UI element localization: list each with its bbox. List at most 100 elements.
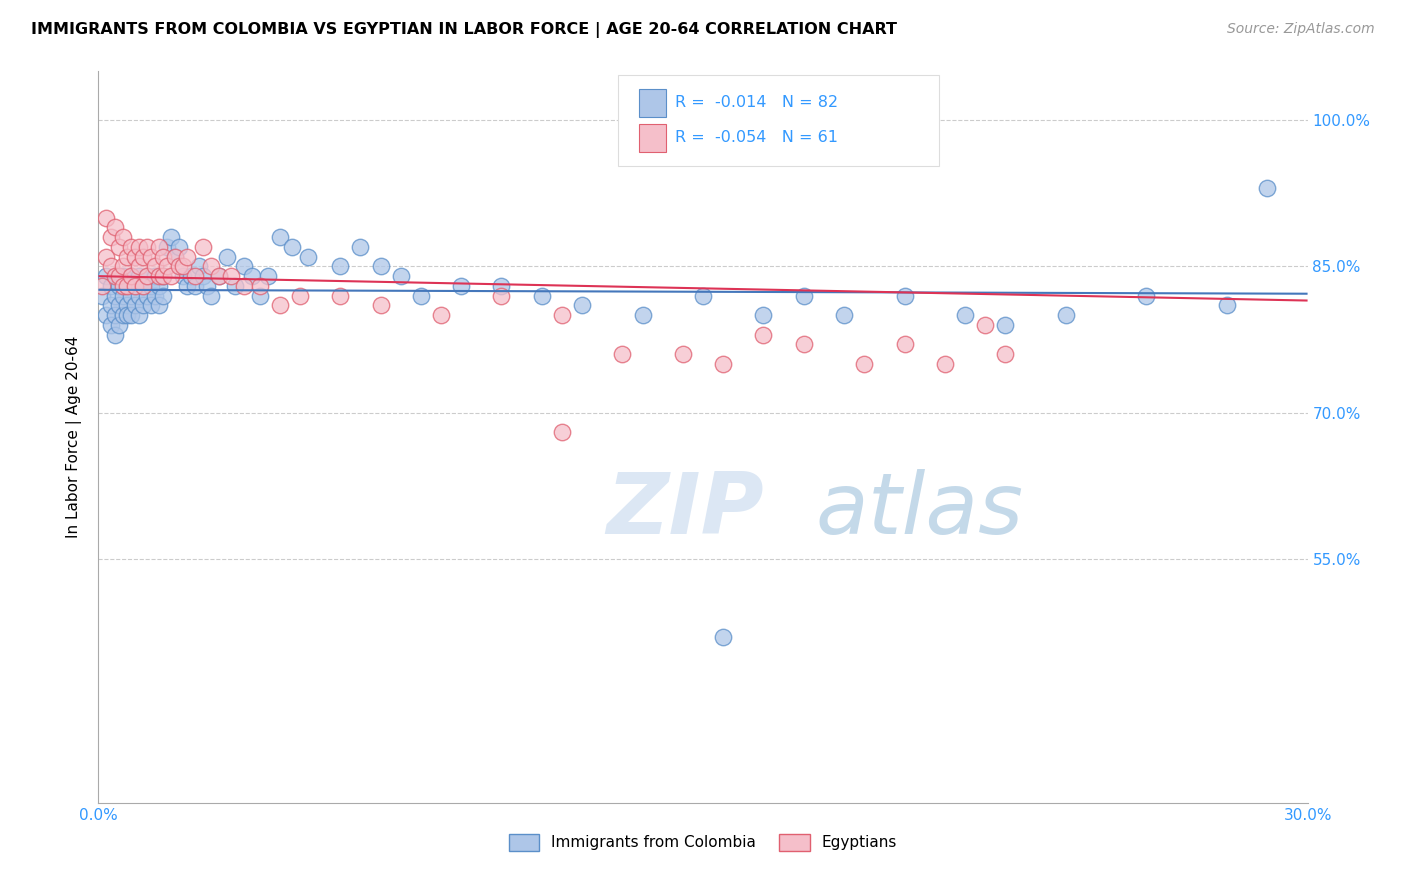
Point [143, 269, 166, 284]
Point [551, 425, 574, 440]
Point [288, 288, 311, 302]
Y-axis label: In Labor Force | Age 20-64: In Labor Force | Age 20-64 [66, 336, 83, 538]
Point [103, 308, 125, 322]
Point [430, 308, 453, 322]
Point [111, 279, 134, 293]
Point [163, 250, 186, 264]
Point [195, 279, 218, 293]
Point [103, 220, 125, 235]
Point [793, 288, 815, 302]
Point [124, 250, 146, 264]
Point [180, 269, 202, 284]
Point [184, 279, 207, 293]
Point [139, 298, 162, 312]
Point [96, 269, 118, 284]
Point [172, 269, 194, 284]
Text: Source: ZipAtlas.com: Source: ZipAtlas.com [1227, 22, 1375, 37]
Point [269, 230, 291, 244]
Point [934, 357, 956, 371]
Point [160, 230, 183, 244]
Point [193, 269, 215, 284]
Point [128, 288, 150, 302]
Point [152, 250, 174, 264]
Point [551, 308, 574, 322]
Point [240, 269, 263, 284]
Point [752, 308, 775, 322]
Point [176, 250, 198, 264]
Point [115, 308, 138, 322]
Point [124, 279, 146, 293]
Point [409, 288, 432, 302]
Point [200, 288, 222, 302]
Point [91, 288, 114, 302]
Point [107, 269, 129, 284]
Point [135, 240, 157, 254]
Point [128, 240, 150, 254]
Point [148, 240, 170, 254]
Point [91, 279, 114, 293]
Point [953, 308, 976, 322]
Point [120, 240, 142, 254]
Point [1216, 298, 1239, 312]
Point [152, 269, 174, 284]
Point [249, 288, 271, 302]
Point [152, 288, 174, 302]
Point [111, 230, 134, 244]
Point [128, 308, 150, 322]
Point [167, 240, 190, 254]
Point [176, 279, 198, 293]
Point [115, 298, 138, 312]
Point [111, 269, 134, 284]
Point [1054, 308, 1077, 322]
Point [115, 279, 138, 293]
Point [96, 250, 118, 264]
Text: atlas: atlas [815, 468, 1024, 552]
Point [132, 279, 155, 293]
Text: R =  -0.054   N = 61: R = -0.054 N = 61 [675, 130, 838, 145]
Point [103, 288, 125, 302]
Point [249, 279, 271, 293]
Point [994, 347, 1017, 361]
FancyBboxPatch shape [619, 75, 939, 167]
Point [115, 279, 138, 293]
Point [1135, 288, 1157, 302]
Point [128, 269, 150, 284]
Point [893, 288, 915, 302]
Point [832, 308, 855, 322]
Point [167, 260, 190, 274]
Point [132, 250, 155, 264]
Point [1256, 181, 1278, 195]
Point [103, 327, 125, 342]
Point [217, 250, 239, 264]
Point [329, 288, 352, 302]
Point [370, 298, 392, 312]
Text: R =  -0.014   N = 82: R = -0.014 N = 82 [675, 95, 838, 111]
Point [232, 279, 254, 293]
Point [143, 260, 166, 274]
Point [111, 288, 134, 302]
Point [107, 240, 129, 254]
Point [188, 260, 211, 274]
Point [450, 279, 472, 293]
Point [135, 288, 157, 302]
Point [200, 260, 222, 274]
Point [135, 269, 157, 284]
Point [994, 318, 1017, 332]
Point [491, 288, 513, 302]
Point [631, 308, 654, 322]
Point [120, 288, 142, 302]
Point [853, 357, 876, 371]
Text: IMMIGRANTS FROM COLOMBIA VS EGYPTIAN IN LABOR FORCE | AGE 20-64 CORRELATION CHAR: IMMIGRANTS FROM COLOMBIA VS EGYPTIAN IN … [31, 22, 897, 38]
Point [139, 250, 162, 264]
Point [711, 357, 734, 371]
Point [148, 298, 170, 312]
Point [107, 298, 129, 312]
Point [103, 269, 125, 284]
Point [124, 298, 146, 312]
Point [711, 630, 734, 644]
Point [692, 288, 714, 302]
Point [107, 318, 129, 332]
Point [232, 260, 254, 274]
Point [893, 337, 915, 351]
Point [96, 211, 118, 225]
